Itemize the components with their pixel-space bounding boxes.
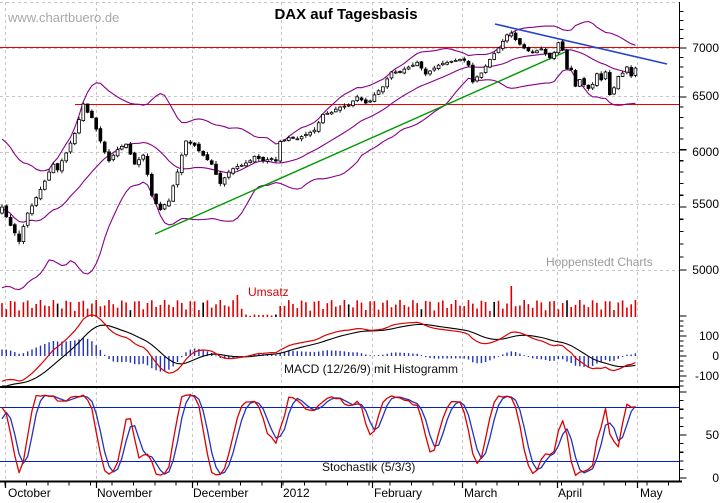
- right-axis-label: 7000: [692, 41, 719, 55]
- right-axis-label: -100: [694, 369, 719, 383]
- month-label: May: [640, 486, 663, 500]
- month-label: October: [8, 486, 51, 500]
- month-label: December: [193, 486, 249, 500]
- month-label: November: [97, 486, 153, 500]
- right-axis-label: 5000: [692, 263, 719, 277]
- watermark-label: Hoppenstedt Charts: [546, 255, 653, 269]
- right-axis-label: 100: [698, 329, 719, 343]
- month-label: April: [558, 486, 583, 500]
- right-axis-label: 0: [712, 471, 719, 485]
- right-axis-label: 6500: [692, 89, 719, 103]
- chart-title: DAX auf Tagesbasis: [274, 6, 418, 23]
- month-label: February: [374, 486, 423, 500]
- right-axis-label: 0: [712, 349, 719, 363]
- month-label: March: [464, 486, 498, 500]
- right-axis-label: 5500: [692, 197, 719, 211]
- right-axis-label: 6000: [692, 145, 719, 159]
- month-label: 2012: [283, 486, 310, 500]
- site-label: www.chartbuero.de: [8, 10, 120, 25]
- volume-label: Umsatz: [248, 285, 289, 299]
- macd-label: MACD (12/26/9) mit Histogramm: [284, 362, 459, 376]
- right-axis-label: 50: [705, 428, 719, 442]
- stochastik-label: Stochastik (5/3/3): [322, 460, 416, 474]
